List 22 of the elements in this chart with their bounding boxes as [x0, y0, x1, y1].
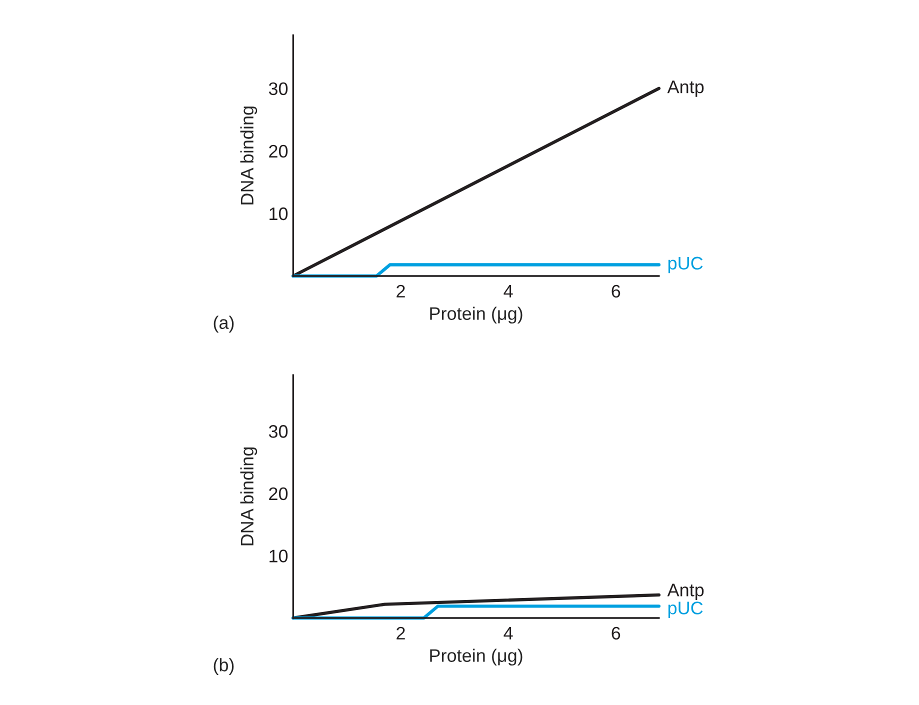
- y-tick-label: 30: [268, 82, 288, 96]
- text: (b): [214, 658, 234, 675]
- series-label: Antp: [667, 584, 704, 600]
- y-tick-label: 10: [270, 550, 288, 562]
- series-label: pUC: [668, 256, 703, 274]
- x-tick-label: 6: [612, 626, 620, 640]
- y-tick-label: 20: [269, 144, 288, 158]
- y-axis-title: DNA binding: [240, 448, 258, 546]
- y-tick-label: 30: [268, 425, 288, 438]
- y-tick-label: 20: [269, 487, 288, 500]
- y-axis-title: DNA binding: [240, 106, 258, 204]
- series-label: pUC: [668, 602, 703, 618]
- y-tick-label: 10: [270, 207, 288, 220]
- x-axis-title: Protein (μg): [430, 306, 522, 324]
- x-axis-title: Protein (μg): [430, 648, 522, 666]
- x-tick-label: 6: [612, 284, 620, 298]
- x-tick-label: 4: [504, 627, 513, 640]
- series-label: Antp: [667, 80, 704, 97]
- text: (a): [214, 316, 234, 333]
- x-tick-label: 2: [396, 284, 405, 298]
- x-tick-label: 4: [504, 285, 513, 298]
- x-tick-label: 2: [396, 626, 405, 640]
